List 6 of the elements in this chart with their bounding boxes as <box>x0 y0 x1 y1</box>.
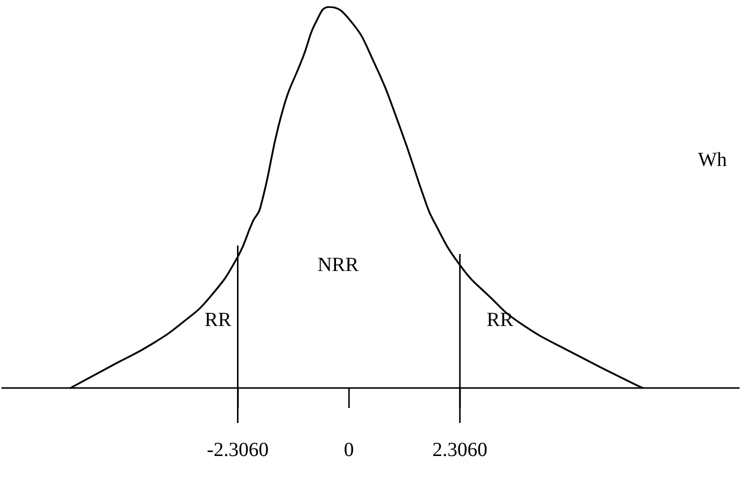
annotation: Wh <box>698 149 727 171</box>
x-tick-label: 0 <box>344 439 354 461</box>
x-tick-label: 2.3060 <box>432 439 488 461</box>
annotation: NRR <box>317 254 360 276</box>
x-tick-label: -2.3060 <box>206 439 269 461</box>
annotation: RR <box>204 309 232 331</box>
